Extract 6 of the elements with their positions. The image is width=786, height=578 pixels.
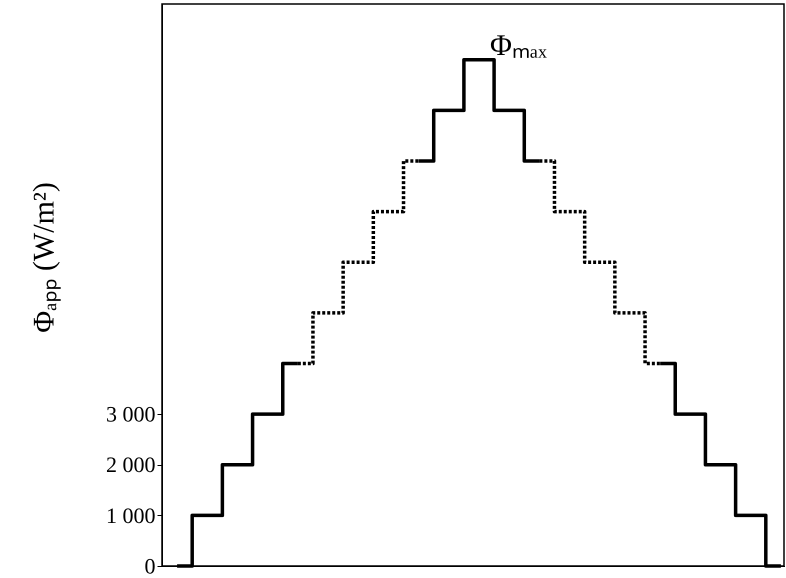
y-tick-label: 2 000 <box>106 452 156 478</box>
annotation: Φₘₐₓ <box>490 29 548 62</box>
y-tick-label: 1 000 <box>106 502 156 528</box>
y-tick-label: 0 <box>144 554 156 578</box>
y-tick-label: 3 000 <box>106 402 156 427</box>
y-axis-title: Φₐₚₚ (W/m²) <box>28 182 62 333</box>
